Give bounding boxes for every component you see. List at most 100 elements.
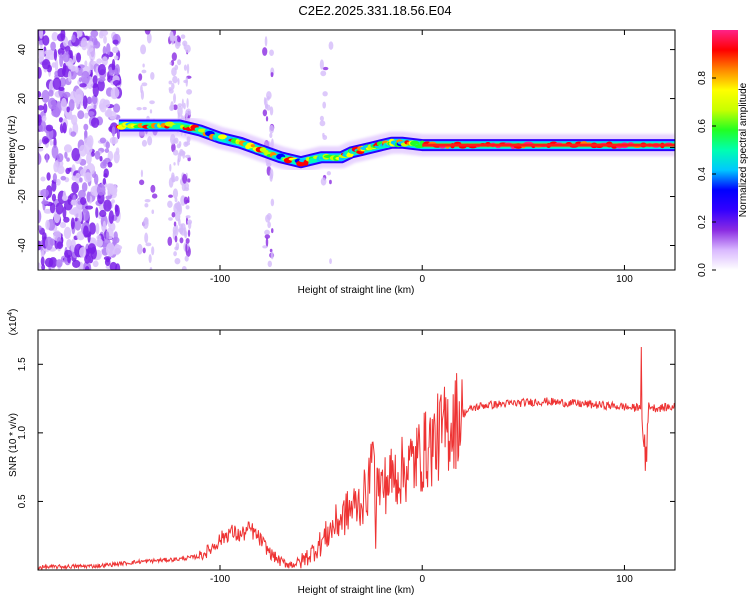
spectrogram-noise-blob — [98, 32, 104, 39]
snr-multiplier-close: ) — [8, 309, 19, 312]
ridge-blob — [262, 149, 269, 153]
spectrogram-noise-blob — [269, 132, 273, 138]
colorbar-label: Normalized spectral amplitude — [738, 82, 749, 217]
spectrogram-noise-blob — [184, 230, 188, 239]
spectrogram-y-tick-label: 40 — [17, 44, 28, 56]
spectrogram-noise-blob — [40, 250, 45, 259]
spectrogram-noise-blob — [41, 200, 49, 205]
spectrogram-noise-blob — [142, 106, 147, 111]
spectrogram-noise-blob — [142, 63, 145, 68]
spectrogram-noise-blob — [177, 103, 183, 108]
spectrogram-noise-blob — [326, 171, 331, 176]
spectrogram-noise-blob — [41, 264, 46, 270]
spectrogram-noise-blob — [184, 141, 191, 146]
spectrogram-noise-blob — [55, 259, 63, 268]
spectrogram-noise-blob — [81, 182, 88, 192]
spectrogram-noise-blob — [169, 104, 175, 112]
spectrogram-noise-blob — [38, 91, 42, 98]
spectrogram-noise-blob — [38, 152, 42, 165]
spectrogram-noise-blob — [168, 194, 173, 198]
spectrogram-noise-blob — [112, 80, 121, 86]
spectrogram-noise-blob — [269, 248, 273, 253]
snr-multiplier-base: (x10 — [8, 315, 19, 335]
spectrogram-y-tick-label: -40 — [17, 238, 28, 253]
spectrogram-noise-blob — [271, 228, 274, 234]
spectrogram-noise-blob — [71, 175, 77, 181]
spectrogram-noise-blob — [74, 88, 84, 102]
spectrogram-noise-blob — [185, 199, 190, 204]
spectrogram-noise-blob — [185, 205, 190, 210]
spectrogram-noise-blob — [48, 89, 54, 97]
spectrogram-noise-blob — [86, 152, 92, 165]
spectrogram-noise-blob — [109, 136, 119, 145]
spectrogram-noise-blob — [151, 193, 158, 199]
spectrogram-noise-blob — [103, 199, 112, 212]
spectrogram-frame — [37, 29, 676, 271]
spectrogram-noise-blob — [45, 152, 49, 163]
spectrogram-noise-blob — [144, 203, 149, 208]
spectrogram-noise-blob — [94, 173, 99, 185]
spectrogram-noise-blob — [151, 246, 155, 256]
spectrogram-noise-blob — [177, 157, 180, 166]
spectrogram-noise-blob — [84, 112, 89, 119]
spectrogram-noise-blob — [140, 44, 147, 55]
ridge-blob — [197, 128, 207, 133]
spectrogram-noise-blob — [79, 197, 87, 206]
spectrogram-noise-blob — [267, 260, 273, 268]
spectrogram-noise-blob — [79, 246, 87, 258]
spectrogram-noise-blob — [51, 109, 61, 117]
spectrogram-noise-blob — [186, 97, 189, 109]
spectrogram-noise-blob — [71, 181, 79, 194]
spectrogram-noise-blob — [96, 184, 106, 196]
spectrogram-noise-blob — [70, 217, 75, 230]
spectrogram-noise-blob — [172, 188, 179, 199]
spectrogram-noise-blob — [112, 46, 119, 54]
spectrogram-noise-blob — [103, 173, 108, 178]
spectrogram-noise-blob — [171, 82, 175, 90]
spectrogram-noise-blob — [181, 266, 187, 270]
spectrogram-x-ticks: -100 0 100 — [210, 30, 633, 285]
spectrogram-noise-blob — [136, 106, 142, 111]
spectrogram-noise-blob — [183, 102, 186, 110]
colorbar-tick-label: 0.8 — [697, 71, 708, 85]
spectrogram-y-label: Frequency (Hz) — [7, 116, 18, 185]
spectrogram-noise-blob — [146, 32, 152, 44]
snr-x-tick-label: 100 — [616, 574, 633, 585]
spectrogram-noise-blob — [62, 206, 67, 219]
spectrogram-x-tick-label: 0 — [419, 274, 425, 285]
spectrogram-noise-blob — [51, 145, 59, 159]
spectrogram-noise-blob — [138, 73, 143, 81]
spectrogram-noise-blob — [144, 30, 151, 35]
spectrogram-y-tick-label: 20 — [17, 93, 28, 105]
spectrogram-noise-blob — [84, 60, 88, 67]
spectrogram-noise-blob — [76, 52, 82, 63]
spectrogram-noise-blob — [144, 198, 151, 203]
spectrogram-noise-blob — [185, 76, 188, 87]
spectrogram-noise-blob — [39, 30, 44, 39]
spectrogram-noise-blob — [265, 116, 269, 122]
spectrogram-noise-blob — [38, 262, 41, 270]
spectrogram-noise-blob — [262, 245, 268, 249]
spectrogram-noise-blob — [63, 226, 72, 240]
spectrogram-noise-blob — [141, 69, 147, 74]
spectrogram-noise-blob — [58, 117, 64, 123]
spectrogram-noise-blob — [149, 109, 153, 114]
spectrogram-noise-blob — [176, 200, 181, 211]
spectrogram-noise-blob — [322, 101, 327, 109]
spectrogram-noise-blob — [141, 139, 148, 147]
spectrogram-noise-blob — [105, 141, 110, 149]
snr-y-tick-label: 1.5 — [17, 357, 28, 371]
spectrogram-noise-blob — [319, 120, 326, 127]
spectrogram-noise-blob — [167, 200, 173, 208]
spectrogram-noise-blob — [328, 41, 334, 50]
spectrogram-noise-blob — [143, 217, 149, 225]
spectrogram-noise-blob — [105, 257, 110, 263]
spectrogram-noise-blob — [38, 114, 42, 126]
spectrogram-noise-blob — [53, 48, 58, 61]
spectrogram-noise-blob — [264, 234, 271, 239]
spectrogram-noise-blob — [63, 199, 73, 211]
spectrogram-noise-blob — [171, 35, 176, 42]
spectrogram-noise-blob — [184, 187, 190, 192]
colorbar-tick-label: 0.6 — [697, 119, 708, 133]
spectrogram-noise-blob — [62, 190, 67, 201]
